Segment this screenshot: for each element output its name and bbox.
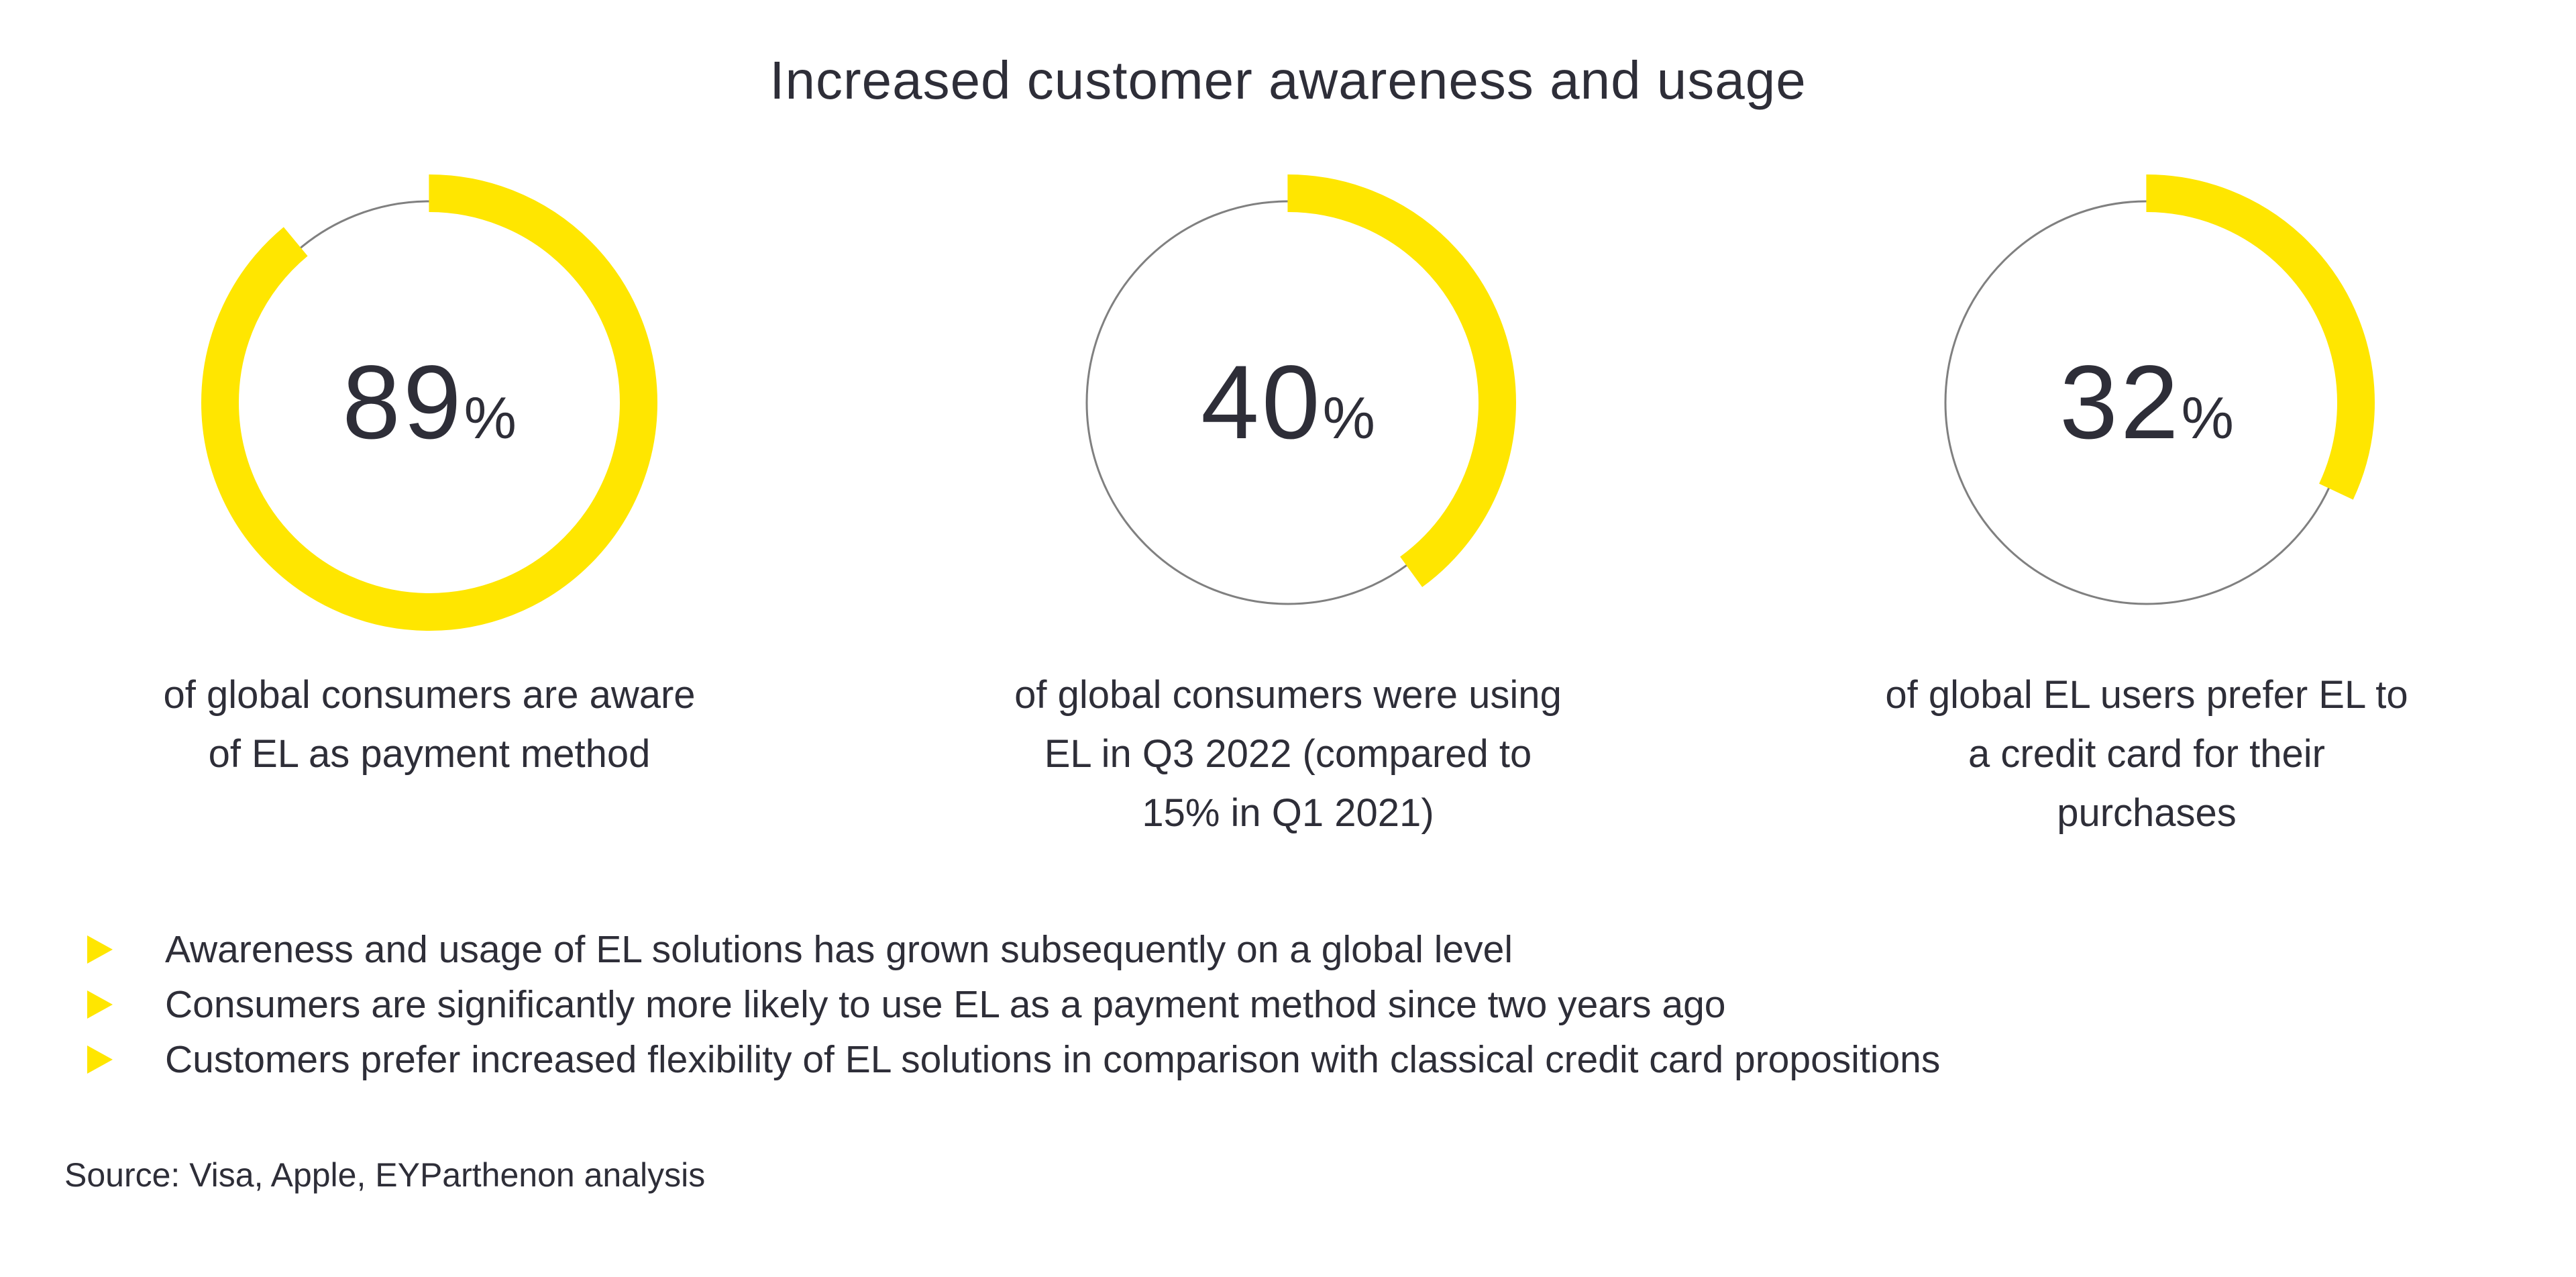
caption-line: of global EL users prefer EL to <box>1885 673 2408 717</box>
bullet-item: Customers prefer increased flexibility o… <box>87 1032 2509 1087</box>
donut-svg <box>1919 174 2375 631</box>
bullet-text: Awareness and usage of EL solutions has … <box>165 928 1513 971</box>
caption-line: purchases <box>2057 791 2237 835</box>
source-text: Source: Visa, Apple, EYParthenon analysi… <box>64 1156 706 1194</box>
donut-caption-awareness: of global consumers are aware of EL as p… <box>163 666 695 784</box>
donut-arc <box>1060 174 1516 631</box>
donut-arc <box>201 174 657 631</box>
bullet-item: Consumers are significantly more likely … <box>87 977 2509 1032</box>
donut-label: 40 % <box>1053 168 1523 637</box>
donut-chart-preference: 32 % <box>1912 168 2381 637</box>
donut-svg <box>1060 174 1516 631</box>
caption-line: of global consumers are aware <box>163 673 696 717</box>
donut-label: 89 % <box>195 168 664 637</box>
caption-line: of global consumers were using <box>1014 673 1562 717</box>
caption-line: a credit card for their <box>1968 732 2325 776</box>
donut-row: 89 % of global consumers are aware of EL… <box>0 168 2576 843</box>
donut-svg <box>201 174 657 631</box>
percent-sign: % <box>1322 384 1375 451</box>
donut-column-usage: 40 % of global consumers were using EL i… <box>859 168 1717 843</box>
caption-line: 15% in Q1 2021) <box>1142 791 1434 835</box>
percent-value: 89 <box>342 344 464 461</box>
caption-line: EL in Q3 2022 (compared to <box>1044 732 1532 776</box>
bullet-arrow-icon <box>87 1045 113 1074</box>
bullet-item: Awareness and usage of EL solutions has … <box>87 922 2509 977</box>
donut-column-preference: 32 % of global EL users prefer EL to a c… <box>1717 168 2576 843</box>
donut-chart-usage: 40 % <box>1053 168 1523 637</box>
bullet-list: Awareness and usage of EL solutions has … <box>0 922 2576 1087</box>
bullet-arrow-icon <box>87 935 113 964</box>
page-title: Increased customer awareness and usage <box>769 50 1807 110</box>
percent-value: 32 <box>2059 344 2182 461</box>
donut-label: 32 % <box>1912 168 2381 637</box>
bullet-text: Consumers are significantly more likely … <box>165 983 1726 1026</box>
donut-chart-awareness: 89 % <box>195 168 664 637</box>
donut-caption-preference: of global EL users prefer EL to a credit… <box>1885 666 2408 843</box>
percent-sign: % <box>2181 384 2234 451</box>
bullet-arrow-icon <box>87 990 113 1019</box>
caption-line: of EL as payment method <box>208 732 651 776</box>
donut-arc <box>1919 174 2375 631</box>
percent-sign: % <box>464 384 517 451</box>
donut-caption-usage: of global consumers were using EL in Q3 … <box>1014 666 1562 843</box>
donut-column-awareness: 89 % of global consumers are aware of EL… <box>0 168 859 843</box>
bullet-text: Customers prefer increased flexibility o… <box>165 1038 1941 1081</box>
percent-value: 40 <box>1201 344 1323 461</box>
